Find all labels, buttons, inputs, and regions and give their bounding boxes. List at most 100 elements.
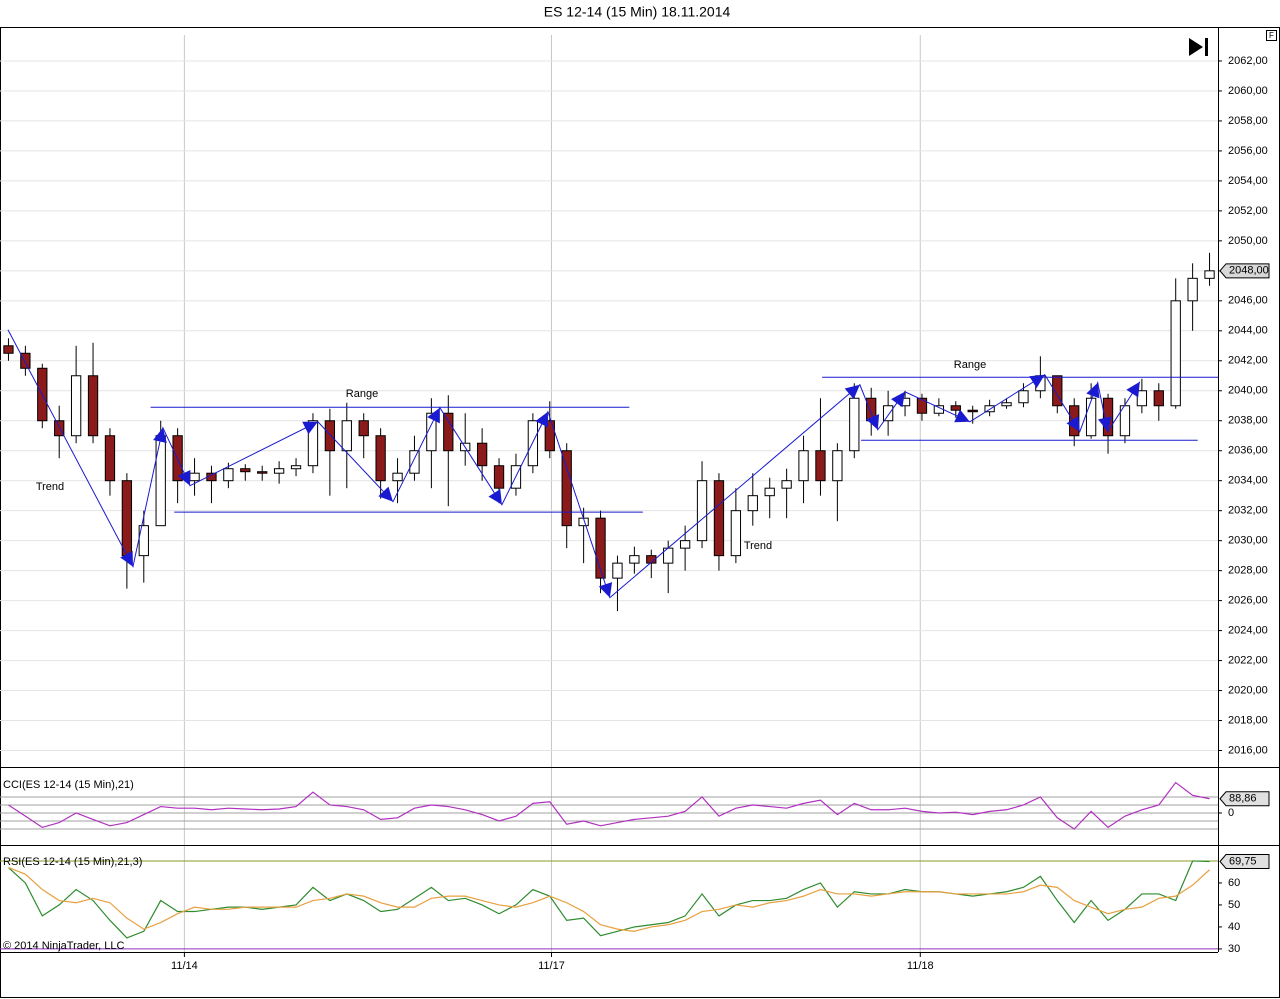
annotation: Range (346, 388, 378, 400)
y-tick-label: 2052,00 (1228, 205, 1268, 217)
candle-body (815, 450, 826, 482)
annotation: Range (954, 359, 986, 371)
y-tick-label: 40 (1228, 921, 1240, 933)
y-tick-label: 60 (1228, 877, 1240, 889)
float-button[interactable] (1266, 30, 1277, 41)
candle-body (1001, 402, 1012, 407)
candle-body (87, 375, 99, 437)
y-tick-label: 2024,00 (1228, 624, 1268, 636)
candle-body (257, 471, 268, 474)
end-bar-icon[interactable] (1205, 38, 1208, 56)
candle-body (104, 435, 116, 482)
y-tick-label: 2056,00 (1228, 145, 1268, 157)
y-tick-label: 2022,00 (1228, 654, 1268, 666)
candle-body (1170, 300, 1181, 407)
arrow-head (598, 582, 613, 598)
candle-body (324, 420, 336, 452)
panel-title: RSI(ES 12-14 (15 Min),21,3) (3, 856, 142, 868)
y-tick-label: 2040,00 (1228, 385, 1268, 397)
last-value-label: 88,86 (1229, 793, 1257, 805)
y-tick-label: 2058,00 (1228, 115, 1268, 127)
candle-body (950, 405, 961, 411)
candle-body (832, 450, 843, 482)
candle-body (189, 472, 200, 482)
y-tick-label: 2026,00 (1228, 595, 1268, 607)
candle-body (3, 345, 14, 354)
y-tick-label: 2020,00 (1228, 684, 1268, 696)
play-icon[interactable] (1189, 38, 1203, 56)
go-to-end-icon[interactable] (1189, 38, 1208, 56)
candle-body (443, 412, 454, 452)
candle-body (54, 420, 65, 437)
candle-body (1204, 270, 1215, 279)
arrow-head (488, 489, 502, 505)
last-value-label: 2048,00 (1229, 265, 1269, 277)
y-tick-label: 2018,00 (1228, 714, 1268, 726)
y-tick-label: 2062,00 (1228, 55, 1268, 67)
arrow-head (891, 391, 905, 408)
candle-body (223, 468, 234, 482)
grid (0, 35, 1218, 952)
arrow-head (844, 384, 860, 400)
arrow-head (153, 427, 167, 443)
float-button-label[interactable]: F (1269, 31, 1274, 40)
y-tick-label: 2054,00 (1228, 175, 1268, 187)
y-tick-label: 2060,00 (1228, 85, 1268, 97)
y-tick-label: 0 (1228, 807, 1234, 819)
candle-body (290, 465, 302, 470)
y-tick-label: 2028,00 (1228, 565, 1268, 577)
candle-body (1018, 390, 1029, 404)
arrow-head (1126, 381, 1140, 398)
y-tick-label: 2046,00 (1228, 295, 1268, 307)
candle-body (341, 420, 352, 452)
candle-body (240, 468, 251, 473)
panel-title: CCI(ES 12-14 (15 Min),21) (3, 779, 134, 791)
candle-body (375, 435, 386, 482)
last-value-label: 69,75 (1229, 855, 1257, 867)
arrow-head (177, 469, 191, 486)
copyright: © 2014 NinjaTrader, LLC (3, 940, 124, 952)
arrow-head (1098, 416, 1112, 432)
candle-body (612, 562, 623, 579)
arrow-head (866, 414, 880, 430)
candle-body (138, 525, 149, 557)
candle-body (696, 480, 708, 542)
candle-body (1102, 397, 1114, 437)
last-value-box (1219, 263, 1270, 279)
arrow-head (427, 407, 440, 424)
y-tick-label: 2036,00 (1228, 445, 1268, 457)
last-value-box (1219, 791, 1270, 807)
arrow-head (1066, 416, 1080, 432)
candle-body (392, 472, 403, 482)
candle-body (273, 468, 285, 474)
arrow-head (1029, 374, 1045, 389)
candle-body (155, 435, 166, 527)
annotation: Trend (744, 540, 772, 552)
arrow-head (378, 486, 393, 502)
candle-body (121, 480, 133, 557)
candle-body (1187, 277, 1198, 302)
x-tick-label: 11/17 (538, 960, 565, 972)
candle-body (1136, 390, 1148, 407)
y-tick-label: 2030,00 (1228, 535, 1268, 547)
candle-body (476, 442, 488, 467)
arrow-head (535, 411, 548, 428)
candle-body (781, 480, 792, 489)
candle-body (967, 409, 978, 413)
arrow-head (120, 550, 133, 567)
plot (3, 252, 1218, 939)
annotation: Trend (36, 481, 64, 493)
candle-body (679, 540, 691, 549)
indicator-line (8, 781, 1210, 830)
candle-body (409, 450, 420, 474)
candle-body (730, 510, 742, 557)
candle-body (1085, 397, 1097, 437)
x-tick-label: 11/14 (171, 960, 198, 972)
candle-body (1153, 390, 1164, 407)
chart-title: ES 12-14 (15 Min) 18.11.2014 (544, 4, 731, 20)
candle-body (595, 517, 606, 579)
candle-body (1052, 375, 1063, 407)
y-tick-label: 50 (1228, 899, 1240, 911)
candle-body (747, 495, 758, 512)
